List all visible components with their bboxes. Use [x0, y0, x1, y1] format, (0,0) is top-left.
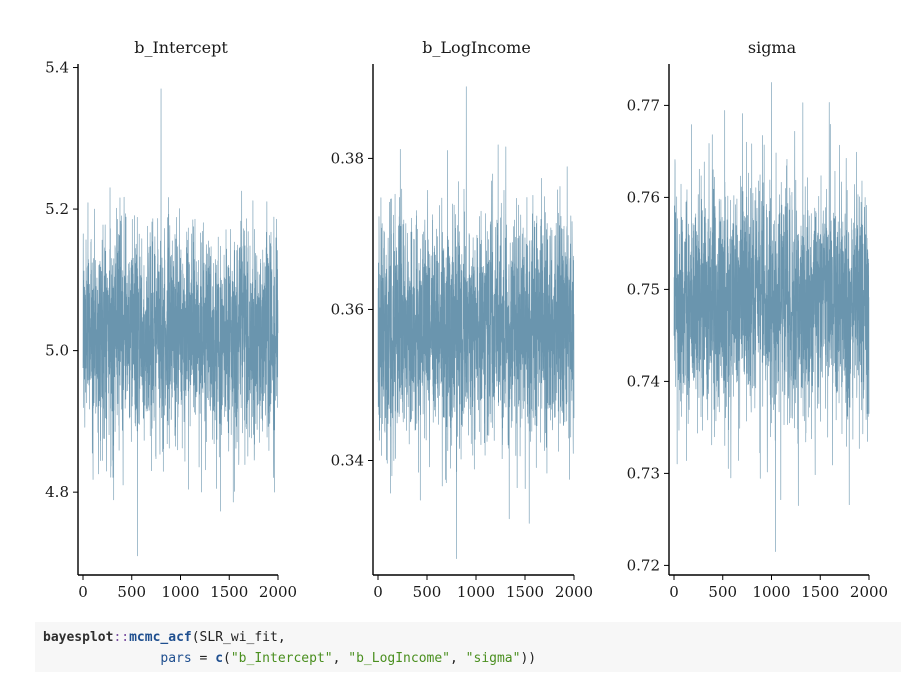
- code-package-name: bayesplot: [43, 630, 114, 645]
- y-tick-label: 0.76: [627, 188, 660, 206]
- x-tick-label: 0: [373, 583, 383, 601]
- x-tick-label: 500: [708, 583, 737, 601]
- trace-panel-sigma: sigma 0.72 0.73 0.74 0.75 0.76 0.77 0 500 1000 150…: [627, 38, 889, 601]
- code-string-intercept: "b_Intercept": [230, 651, 333, 666]
- trace-line: [673, 82, 870, 552]
- code-string-sigma: "sigma": [465, 651, 521, 666]
- trace-panel-b-intercept: b_Intercept 4.8 5.0 5.2 5.4 0 500 1000 1500 2000: [45, 38, 297, 601]
- y-tick-label: 0.38: [331, 149, 364, 167]
- code-namespace-operator: ::: [113, 630, 130, 645]
- x-tick-label: 1000: [161, 583, 199, 601]
- code-function-name: mcmc_acf: [129, 630, 192, 645]
- y-tick-label: 0.34: [331, 451, 364, 469]
- y-tick-label: 0.75: [627, 280, 660, 298]
- code-indent: [43, 651, 160, 666]
- code-close-paren: )): [520, 651, 537, 666]
- code-open-paren: (: [223, 651, 231, 666]
- y-tick-label: 0.36: [331, 300, 364, 318]
- y-tick-label: 0.72: [627, 556, 660, 574]
- x-tick-label: 0: [78, 583, 88, 601]
- x-tick-label: 1500: [801, 583, 839, 601]
- panel-title: sigma: [748, 38, 797, 57]
- code-string-logincome: "b_LogIncome": [348, 651, 451, 666]
- x-tick-label: 1500: [210, 583, 248, 601]
- x-tick-label: 2000: [850, 583, 888, 601]
- x-tick-label: 500: [413, 583, 442, 601]
- y-tick-label: 5.4: [45, 59, 69, 77]
- y-tick-label: 0.77: [627, 96, 660, 114]
- x-tick-label: 0: [669, 583, 679, 601]
- y-tick-label: 4.8: [45, 483, 69, 501]
- trace-panel-b-logincome: b_LogIncome 0.34 0.36 0.38 0 500 1000 1500 2000: [331, 38, 594, 601]
- y-tick-label: 5.2: [45, 200, 69, 218]
- x-tick-label: 2000: [555, 583, 593, 601]
- code-separator: ,: [450, 651, 466, 666]
- panel-title: b_Intercept: [134, 38, 228, 57]
- x-tick-label: 2000: [259, 583, 297, 601]
- trace-line: [377, 86, 575, 559]
- x-tick-label: 500: [117, 583, 146, 601]
- code-separator: ,: [332, 651, 349, 666]
- x-tick-label: 1000: [457, 583, 495, 601]
- code-block: bayesplot::mcmc_acf(SLR_wi_fit, pars = c…: [35, 622, 901, 672]
- y-tick-label: 5.0: [45, 342, 69, 360]
- x-tick-label: 1000: [752, 583, 790, 601]
- code-equals: =: [191, 651, 216, 666]
- code-pars-argument: pars: [160, 651, 192, 666]
- x-tick-label: 1500: [506, 583, 544, 601]
- panel-title: b_LogIncome: [422, 38, 531, 57]
- code-c-function: c: [215, 651, 224, 666]
- trace-line: [82, 88, 279, 557]
- y-tick-label: 0.74: [627, 372, 660, 390]
- y-tick-label: 0.73: [627, 464, 660, 482]
- code-first-argument: (SLR_wi_fit,: [191, 630, 286, 645]
